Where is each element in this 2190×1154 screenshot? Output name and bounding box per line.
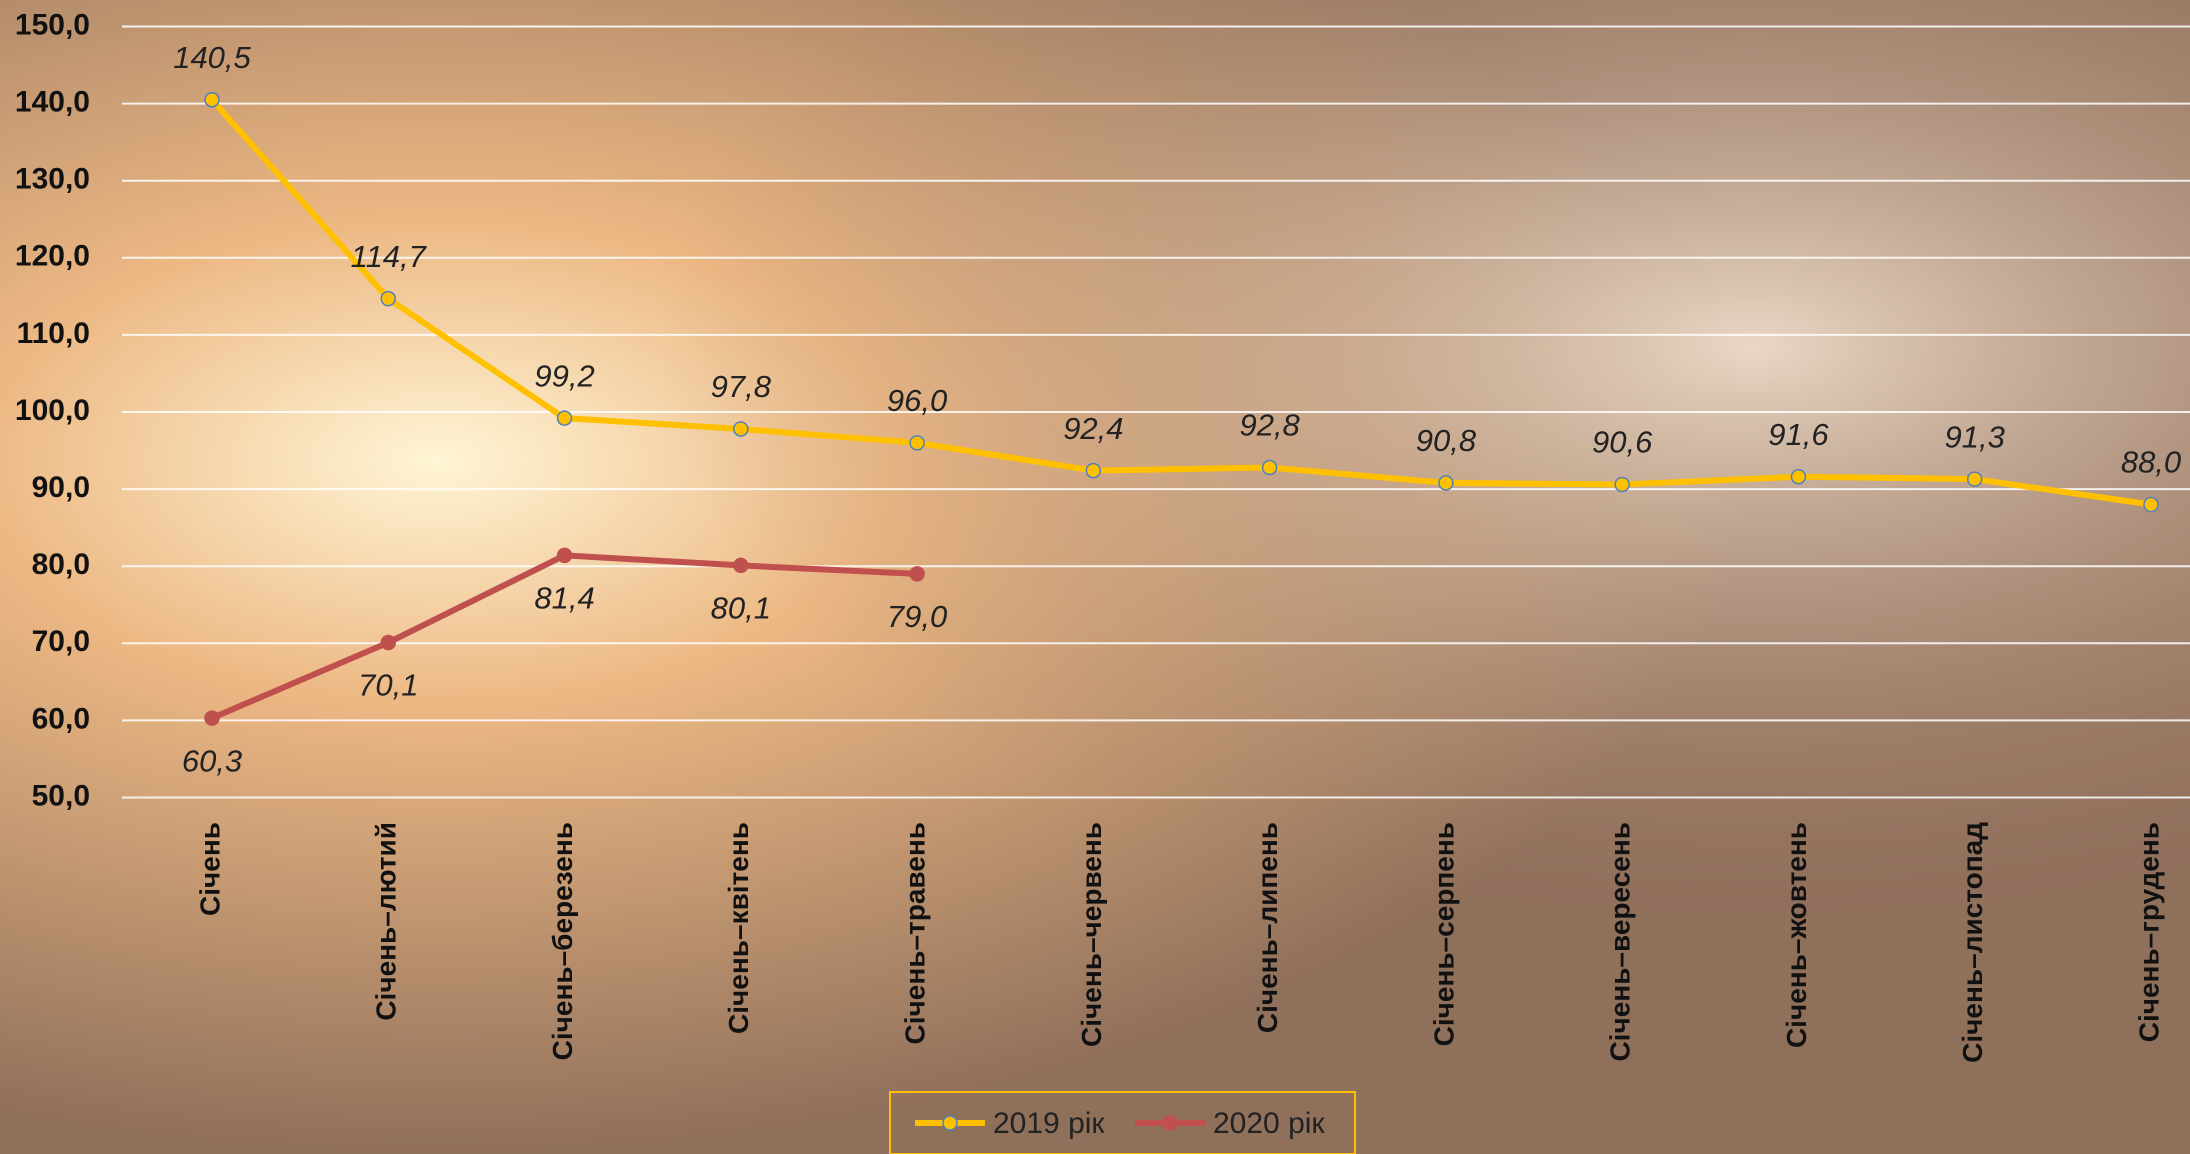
data-label: 88,0 (2121, 445, 2181, 480)
y-tick-label: 110,0 (17, 317, 90, 350)
data-label: 81,4 (534, 581, 594, 616)
y-tick-label: 150,0 (15, 8, 90, 41)
y-tick-label: 140,0 (15, 86, 90, 119)
legend-label: 2019 рік (993, 1107, 1105, 1140)
x-tick-label: Січень (194, 822, 225, 916)
point-marker (1614, 476, 1630, 493)
x-tick-label: Січень–серпень (1428, 822, 1459, 1046)
data-label: 114,7 (351, 239, 428, 274)
x-tick-label: Січень–листопад (1957, 822, 1988, 1063)
data-label: 140,5 (173, 40, 251, 75)
data-label: 60,3 (182, 743, 242, 778)
data-label: 92,4 (1063, 411, 1123, 446)
data-label: 97,8 (711, 369, 772, 404)
series-line (209, 97, 2152, 508)
point-marker (1261, 459, 1278, 476)
point-marker (204, 91, 220, 108)
y-tick-label: 50,0 (32, 779, 90, 812)
point-marker (733, 557, 749, 574)
point-marker (380, 290, 397, 307)
x-tick-label: Січень–вересень (1605, 822, 1636, 1062)
y-tick-label: 80,0 (32, 548, 90, 581)
x-tick-label: Січень–лютий (371, 822, 402, 1021)
point-marker (1790, 469, 1807, 485)
point-marker (1085, 462, 1102, 479)
legend-marker (942, 1115, 958, 1131)
x-tick-label: Січень–березень (547, 822, 578, 1060)
point-marker (909, 566, 925, 582)
point-marker (556, 547, 573, 564)
data-label: 96,0 (887, 383, 947, 418)
legend-box (889, 1091, 1356, 1154)
y-tick-label: 130,0 (15, 163, 90, 196)
point-marker (1966, 471, 1983, 487)
legend-label: 2020 рік (1213, 1107, 1325, 1140)
y-tick-label: 60,0 (32, 702, 90, 735)
x-tick-label: Січень–жовтень (1781, 822, 1812, 1048)
y-tick-label: 70,0 (32, 625, 90, 658)
data-label: 91,6 (1768, 417, 1829, 452)
point-marker (2143, 496, 2159, 513)
legend-marker (1162, 1115, 1178, 1131)
data-label: 90,6 (1592, 425, 1653, 460)
x-tick-label: Січень–червень (1076, 822, 1107, 1047)
x-tick-label: Січень–липень (1252, 822, 1283, 1033)
x-tick-label: Січень–травень (899, 822, 930, 1044)
point-marker (1438, 475, 1454, 491)
data-label: 92,8 (1239, 408, 1300, 443)
point-marker (380, 634, 397, 651)
y-tick-label: 120,0 (15, 240, 90, 273)
point-marker (204, 710, 220, 726)
point-marker (556, 410, 573, 426)
x-tick-label: Січень–квітень (723, 822, 754, 1034)
data-label: 91,3 (1945, 419, 2005, 454)
point-marker (733, 421, 749, 437)
data-label: 80,1 (711, 591, 771, 626)
x-tick-label: Січень–грудень (2133, 822, 2164, 1042)
y-tick-label: 100,0 (15, 394, 90, 427)
data-label: 99,2 (534, 358, 594, 393)
y-tick-label: 90,0 (32, 471, 90, 504)
data-label: 79,0 (887, 599, 947, 634)
data-label: 70,1 (358, 668, 418, 703)
point-marker (909, 435, 925, 451)
data-label: 90,8 (1416, 423, 1477, 458)
